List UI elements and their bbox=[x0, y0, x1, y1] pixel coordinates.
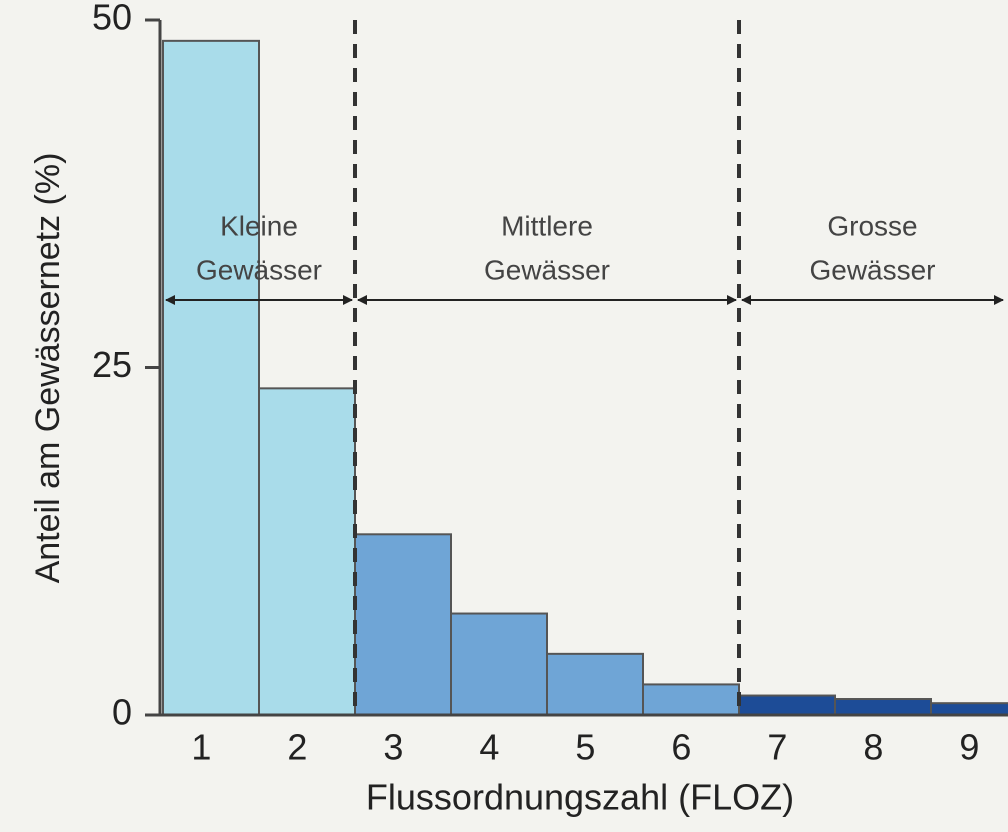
y-tick-label: 0 bbox=[112, 692, 132, 733]
y-tick-label: 25 bbox=[92, 344, 132, 385]
x-tick-label: 7 bbox=[767, 727, 787, 768]
group-label: Gewässer bbox=[809, 254, 935, 285]
group-label: Kleine bbox=[220, 210, 298, 241]
group-label: Gewässer bbox=[196, 254, 322, 285]
x-axis-label: Flussordnungszahl (FLOZ) bbox=[366, 777, 794, 818]
bar bbox=[258, 387, 356, 716]
bar bbox=[450, 612, 548, 717]
bar bbox=[738, 694, 836, 716]
x-tick-label: 3 bbox=[383, 727, 403, 768]
group-label: Grosse bbox=[827, 210, 917, 241]
x-tick-label: 2 bbox=[287, 727, 307, 768]
x-tick-label: 6 bbox=[671, 727, 691, 768]
x-tick-label: 4 bbox=[479, 727, 499, 768]
x-tick-label: 9 bbox=[959, 727, 979, 768]
bar bbox=[546, 652, 644, 717]
y-axis-label: Anteil am Gewässernetz (%) bbox=[29, 153, 67, 584]
bar bbox=[642, 683, 740, 716]
bar bbox=[162, 39, 260, 717]
x-tick-label: 1 bbox=[191, 727, 211, 768]
bar bbox=[354, 533, 452, 716]
x-tick-label: 5 bbox=[575, 727, 595, 768]
group-label: Mittlere bbox=[501, 210, 593, 241]
bar bbox=[834, 698, 932, 717]
y-tick-label: 50 bbox=[92, 0, 132, 38]
group-label: Gewässer bbox=[484, 254, 610, 285]
bar bbox=[930, 702, 1008, 716]
x-tick-label: 8 bbox=[863, 727, 883, 768]
